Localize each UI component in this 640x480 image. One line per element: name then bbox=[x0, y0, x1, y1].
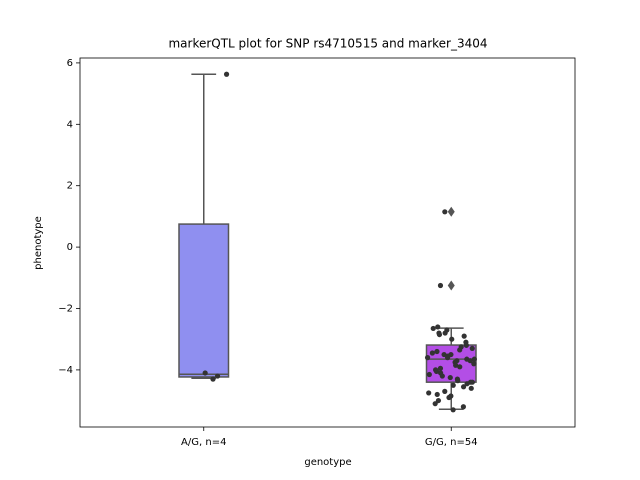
data-point bbox=[463, 342, 469, 348]
x-axis-label: genotype bbox=[304, 457, 351, 468]
data-point bbox=[450, 382, 456, 388]
y-tick-label: 2 bbox=[67, 181, 73, 192]
flier bbox=[447, 280, 455, 291]
data-point bbox=[210, 376, 216, 382]
flier bbox=[447, 206, 455, 217]
data-point bbox=[450, 407, 456, 413]
y-tick-label: 6 bbox=[67, 58, 73, 69]
data-point bbox=[432, 401, 438, 407]
data-point bbox=[435, 324, 441, 330]
data-point bbox=[436, 331, 443, 338]
data-point bbox=[439, 373, 445, 379]
data-point bbox=[433, 368, 440, 375]
data-point bbox=[435, 397, 442, 404]
x-tick-label: G/G, n=54 bbox=[425, 437, 478, 448]
data-point bbox=[442, 330, 448, 336]
data-point bbox=[460, 384, 467, 390]
data-point bbox=[453, 362, 459, 368]
data-point bbox=[460, 404, 467, 410]
data-point bbox=[457, 364, 463, 370]
data-point bbox=[468, 385, 474, 391]
data-point bbox=[446, 394, 452, 401]
data-point bbox=[442, 388, 448, 394]
data-point bbox=[469, 379, 475, 385]
data-point bbox=[426, 371, 432, 378]
data-point bbox=[437, 282, 444, 289]
data-point bbox=[434, 391, 440, 398]
data-point bbox=[444, 355, 451, 361]
data-point bbox=[447, 374, 453, 381]
data-point bbox=[429, 350, 435, 356]
data-point bbox=[214, 373, 221, 379]
data-point bbox=[467, 358, 473, 364]
y-tick-label: −4 bbox=[58, 365, 73, 376]
y-tick-label: −2 bbox=[58, 304, 73, 315]
data-point bbox=[464, 381, 470, 387]
y-tick-label: 4 bbox=[67, 119, 73, 130]
data-point bbox=[471, 356, 477, 362]
data-point bbox=[449, 336, 455, 342]
data-point bbox=[457, 347, 463, 353]
data-point bbox=[442, 209, 448, 215]
box bbox=[178, 223, 230, 378]
data-point bbox=[202, 370, 208, 376]
data-point bbox=[471, 361, 477, 367]
data-point bbox=[437, 365, 444, 371]
y-axis-label: phenotype bbox=[33, 216, 44, 270]
data-point bbox=[434, 348, 440, 355]
data-point bbox=[424, 355, 431, 361]
y-tick-label: 0 bbox=[67, 242, 73, 253]
data-point bbox=[469, 345, 475, 352]
data-point bbox=[426, 390, 432, 396]
data-point bbox=[223, 71, 230, 77]
data-point bbox=[461, 333, 467, 339]
axes-frame bbox=[79, 57, 576, 428]
chart-title: markerQTL plot for SNP rs4710515 and mar… bbox=[168, 37, 487, 51]
data-point bbox=[455, 378, 461, 384]
data-point bbox=[430, 325, 436, 332]
x-tick-label: A/G, n=4 bbox=[181, 437, 226, 448]
